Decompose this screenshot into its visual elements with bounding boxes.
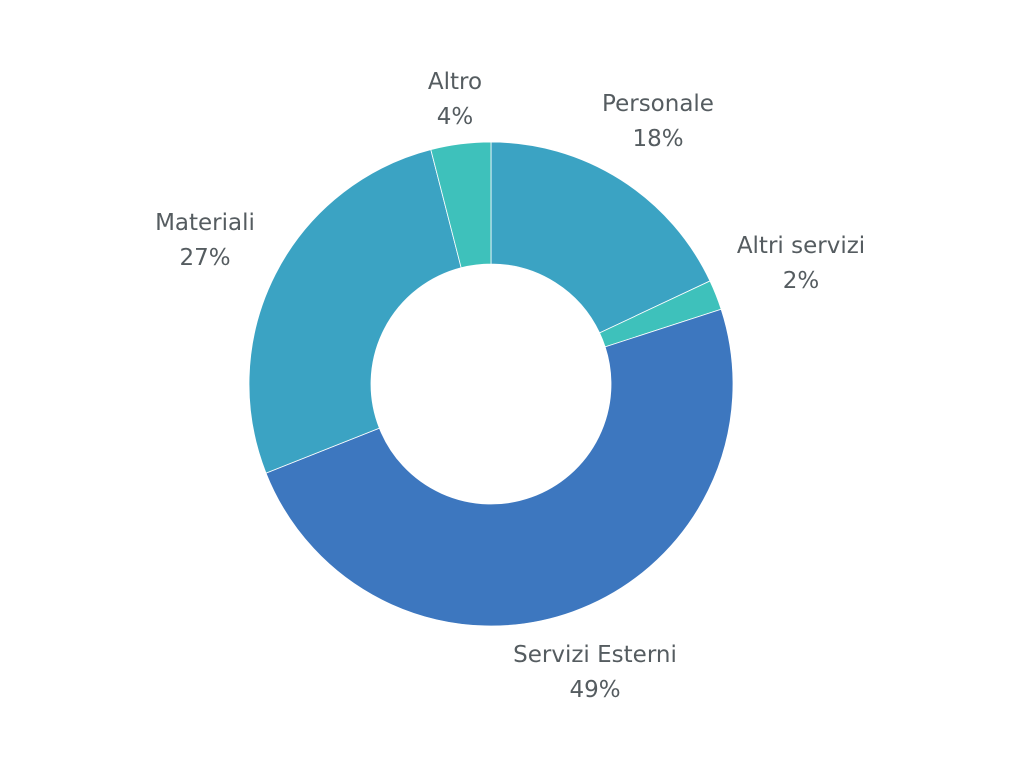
slice-label: Servizi Esterni [513,642,677,668]
slice-value-label: 18% [632,126,683,152]
slice-personale [490,141,711,334]
slice-value-label: 4% [437,104,474,130]
slice-value-label: 27% [179,245,230,271]
donut-labels: Personale 18% Altri servizi 2% Servizi Ester… [155,69,865,703]
slice-label: Materiali [155,210,255,236]
slice-label: Personale [602,91,714,117]
slice-label: Altri servizi [737,233,865,259]
slice-servizi-esterni [265,308,734,627]
slice-value-label: 2% [783,268,820,294]
slice-label: Altro [428,69,482,95]
slice-materiali [248,149,462,474]
slice-value-label: 49% [569,677,620,703]
slice-altro [430,141,492,269]
donut-slices [248,141,734,627]
